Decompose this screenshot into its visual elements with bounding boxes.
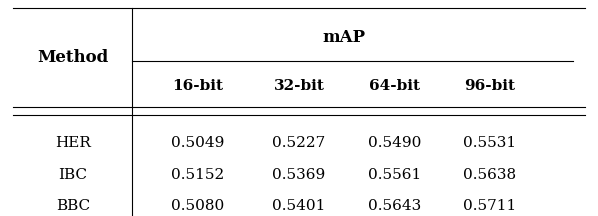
Text: 64-bit: 64-bit xyxy=(369,79,420,93)
Text: IBC: IBC xyxy=(59,168,87,182)
Text: 0.5711: 0.5711 xyxy=(463,199,516,213)
Text: 0.5227: 0.5227 xyxy=(272,136,326,150)
Text: 16-bit: 16-bit xyxy=(172,79,223,93)
Text: 0.5049: 0.5049 xyxy=(171,136,224,150)
Text: 0.5490: 0.5490 xyxy=(368,136,421,150)
Text: 0.5531: 0.5531 xyxy=(463,136,516,150)
Text: 96-bit: 96-bit xyxy=(464,79,515,93)
Text: 0.5561: 0.5561 xyxy=(368,168,421,182)
Text: 0.5401: 0.5401 xyxy=(272,199,326,213)
Text: 32-bit: 32-bit xyxy=(273,79,325,93)
Text: 0.5369: 0.5369 xyxy=(272,168,326,182)
Text: 0.5638: 0.5638 xyxy=(463,168,516,182)
Text: mAP: mAP xyxy=(322,29,365,46)
Text: 0.5152: 0.5152 xyxy=(171,168,224,182)
Text: 0.5643: 0.5643 xyxy=(368,199,421,213)
Text: HER: HER xyxy=(55,136,91,150)
Text: BBC: BBC xyxy=(56,199,90,213)
Text: Method: Method xyxy=(37,49,108,66)
Text: 0.5080: 0.5080 xyxy=(171,199,224,213)
